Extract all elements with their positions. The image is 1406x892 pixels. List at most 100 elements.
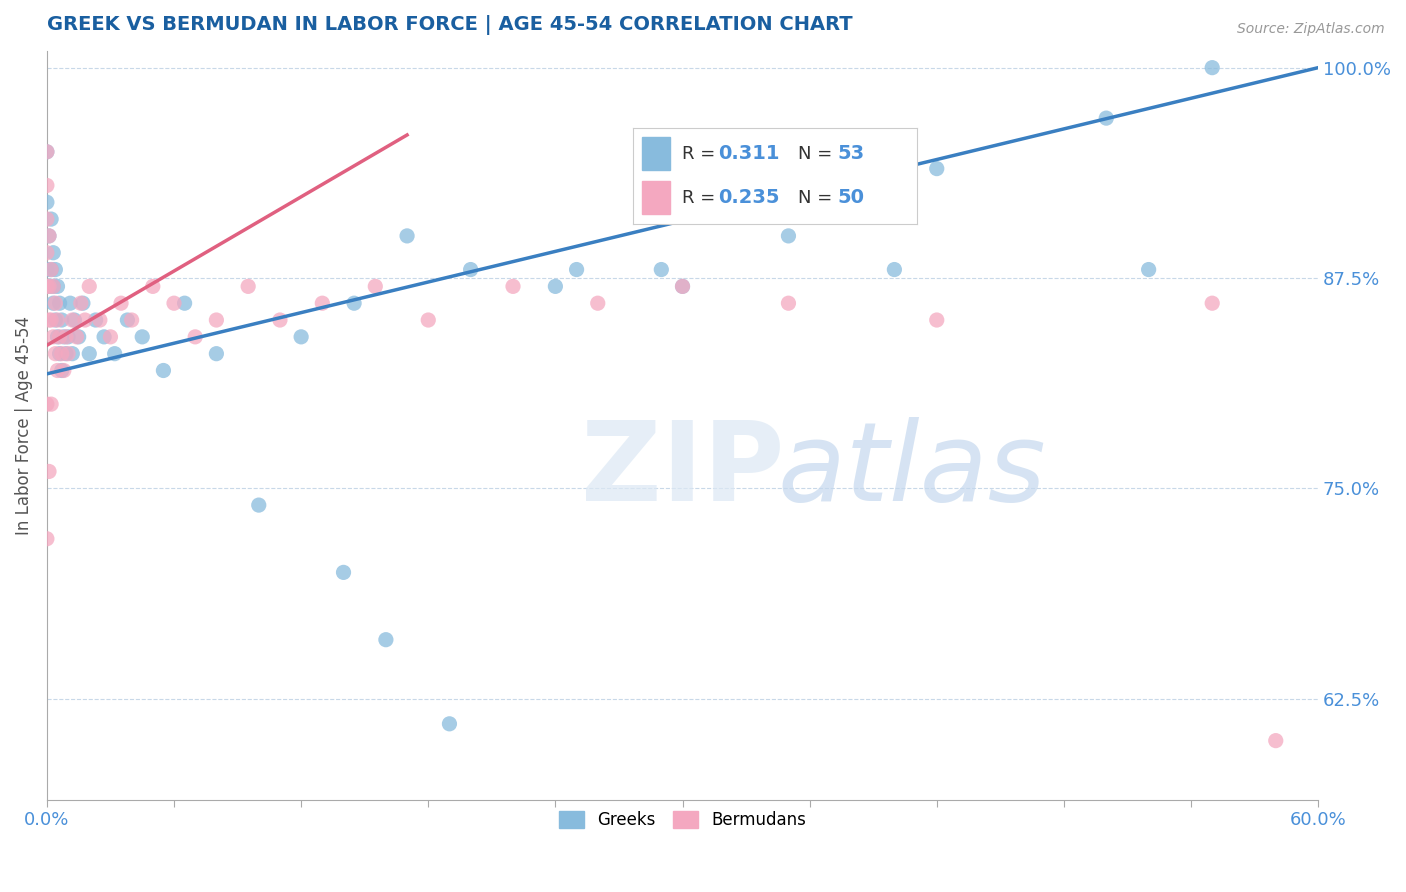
Text: Source: ZipAtlas.com: Source: ZipAtlas.com: [1237, 22, 1385, 37]
Point: [117, 313, 139, 327]
Point: [44, 346, 66, 360]
Point: [544, 279, 567, 293]
Point: [89, 313, 111, 327]
Point: [205, 346, 228, 360]
Point: [42, 279, 65, 293]
Y-axis label: In Labor Force | Age 45-54: In Labor Force | Age 45-54: [15, 316, 32, 534]
Point: [39, 397, 62, 411]
Point: [418, 313, 440, 327]
Point: [46, 313, 69, 327]
Point: [44, 296, 66, 310]
Point: [671, 279, 693, 293]
Point: [1137, 262, 1160, 277]
Text: 53: 53: [838, 145, 865, 163]
Point: [565, 262, 588, 277]
Point: [77, 346, 100, 360]
Point: [46, 363, 69, 377]
Point: [364, 279, 387, 293]
Point: [39, 313, 62, 327]
Point: [44, 262, 66, 277]
Point: [110, 296, 132, 310]
Point: [38, 279, 60, 293]
Point: [42, 245, 65, 260]
Bar: [643, 137, 671, 170]
Point: [35, 212, 58, 227]
Point: [69, 296, 91, 310]
Point: [290, 330, 312, 344]
Point: [173, 296, 195, 310]
Point: [59, 296, 82, 310]
Point: [35, 397, 58, 411]
Point: [72, 296, 94, 310]
Point: [55, 330, 77, 344]
Point: [35, 532, 58, 546]
Point: [65, 330, 87, 344]
Point: [1264, 733, 1286, 747]
Point: [38, 313, 60, 327]
Point: [46, 330, 69, 344]
Point: [67, 330, 90, 344]
Point: [38, 228, 60, 243]
Point: [35, 262, 58, 277]
Text: 0.235: 0.235: [718, 188, 780, 207]
Text: R =: R =: [682, 189, 720, 207]
Text: 0.311: 0.311: [718, 145, 780, 163]
Point: [925, 161, 948, 176]
Point: [104, 346, 127, 360]
Point: [247, 498, 270, 512]
Bar: [643, 181, 671, 214]
Text: atlas: atlas: [778, 417, 1046, 524]
Point: [38, 279, 60, 293]
Point: [51, 313, 73, 327]
Point: [51, 363, 73, 377]
Text: ZIP: ZIP: [581, 417, 785, 524]
Point: [42, 296, 65, 310]
Point: [35, 279, 58, 293]
Point: [84, 313, 107, 327]
Legend: Greeks, Bermudans: Greeks, Bermudans: [553, 805, 813, 836]
Point: [77, 279, 100, 293]
Point: [650, 262, 672, 277]
Point: [35, 145, 58, 159]
Point: [439, 716, 461, 731]
Point: [396, 228, 419, 243]
Point: [51, 346, 73, 360]
Point: [152, 363, 174, 377]
Point: [55, 346, 77, 360]
Point: [42, 330, 65, 344]
Point: [374, 632, 396, 647]
Point: [48, 346, 70, 360]
Point: [121, 313, 143, 327]
Point: [60, 346, 83, 360]
Point: [73, 313, 96, 327]
Point: [39, 212, 62, 227]
Point: [343, 296, 366, 310]
Point: [52, 330, 75, 344]
Point: [48, 296, 70, 310]
Point: [311, 296, 333, 310]
Point: [238, 279, 260, 293]
Point: [46, 279, 69, 293]
Point: [35, 245, 58, 260]
Point: [60, 313, 83, 327]
Point: [44, 313, 66, 327]
Point: [35, 195, 58, 210]
Point: [1201, 61, 1223, 75]
Point: [671, 279, 693, 293]
Point: [184, 330, 207, 344]
Point: [35, 145, 58, 159]
Point: [39, 262, 62, 277]
Text: N =: N =: [797, 145, 838, 162]
Point: [42, 279, 65, 293]
Point: [460, 262, 482, 277]
Text: 50: 50: [838, 188, 865, 207]
Point: [48, 330, 70, 344]
Point: [1095, 111, 1118, 125]
Point: [93, 330, 115, 344]
Text: N =: N =: [797, 189, 838, 207]
Point: [332, 566, 354, 580]
Point: [269, 313, 291, 327]
Point: [778, 228, 800, 243]
Point: [586, 296, 609, 310]
Point: [56, 330, 79, 344]
